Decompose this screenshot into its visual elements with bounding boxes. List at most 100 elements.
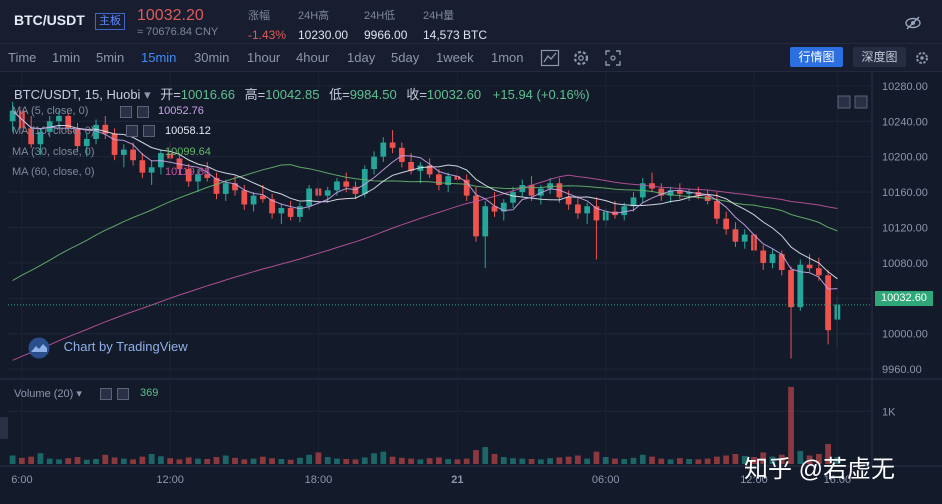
candle-body [250, 195, 257, 205]
volume-bar [315, 452, 322, 464]
candle-body [593, 206, 600, 221]
high-value: 10042.85 [265, 87, 320, 102]
volume-bar [445, 458, 452, 464]
candle-body [714, 200, 720, 219]
ma10-label[interactable]: MA (10, close, 0) [12, 125, 95, 137]
tf-1mon[interactable]: 1mon [491, 50, 524, 65]
volume-bar [676, 458, 683, 464]
settings-icon[interactable] [571, 48, 591, 68]
volume-bar [389, 456, 396, 464]
candle-body [259, 195, 266, 200]
volume-bar [148, 453, 155, 464]
candle-body [398, 147, 405, 162]
volume-bar [528, 458, 535, 464]
eye-off-icon[interactable] [904, 14, 922, 32]
ma5-close-icon[interactable] [137, 106, 149, 118]
candle-body [352, 186, 359, 194]
stat-low-value: 9966.00 [364, 28, 408, 42]
price-chart[interactable]: 10280.00 10240.00 10200.00 10160.00 10120.00… [0, 72, 942, 504]
tradingview-logo[interactable]: Chart by TradingView [26, 337, 188, 359]
tf-30min[interactable]: 30min [194, 50, 230, 65]
volume-bar [547, 458, 553, 464]
volume-bar [788, 386, 794, 464]
ma30-label[interactable]: MA (30, close, 0) [12, 146, 95, 158]
x-tick-label: 06:00 [592, 474, 620, 486]
tf-4hour[interactable]: 4hour [296, 50, 330, 65]
volume-bar [83, 459, 90, 464]
volume-bar [769, 456, 776, 464]
tf-1day[interactable]: 1day [347, 50, 376, 65]
close-label: 收= [406, 87, 427, 102]
current-price: 10032.20 [137, 7, 204, 24]
ma5-line [12, 110, 838, 290]
volume-bar [593, 451, 600, 464]
ma10-close-icon[interactable] [143, 125, 155, 137]
candle-body [185, 169, 192, 182]
volume-bar [565, 456, 572, 464]
volume-bar [371, 453, 377, 464]
high-label: 高= [244, 87, 266, 102]
candle-body [269, 199, 275, 214]
stat-volume-value: 14,573 BTC [423, 28, 488, 42]
symbol-title[interactable]: BTC/USDT, 15, Huobi [14, 87, 141, 102]
volume-value: 369 [140, 387, 159, 399]
tf-5min[interactable]: 5min [96, 50, 125, 65]
ma60-label[interactable]: MA (60, close, 0) [12, 166, 95, 178]
volume-bar [167, 458, 174, 464]
candle-body [510, 192, 516, 203]
volume-bar [324, 457, 331, 464]
volume-label: Volume (20) [14, 388, 74, 400]
ma30-value: 10099.64 [165, 146, 211, 158]
volume-bar [575, 455, 581, 464]
volume-bar [46, 458, 53, 464]
volume-bar [37, 453, 44, 464]
volume-bar [398, 457, 405, 464]
tf-time[interactable]: Time [8, 50, 37, 65]
volume-legend[interactable]: Volume (20) ▾ [14, 388, 82, 400]
candle-body [658, 188, 665, 196]
tf-1min[interactable]: 1min [52, 50, 81, 65]
tf-1hour[interactable]: 1hour [247, 50, 281, 65]
x-tick-label: 18:00 [305, 474, 333, 486]
candle-body [389, 142, 396, 148]
stat-change-value: -1.43% [248, 28, 287, 42]
volume-settings-icon[interactable] [100, 388, 112, 400]
candle-body [769, 254, 776, 263]
depth-view-button[interactable]: 深度图 [853, 47, 906, 67]
gear-icon[interactable] [914, 50, 930, 66]
candle-body [741, 234, 748, 242]
tf-1week[interactable]: 1week [436, 50, 474, 65]
x-tick-label: 16:00 [824, 474, 852, 486]
volume-bar [723, 455, 730, 464]
ma10-settings-icon[interactable] [126, 125, 138, 137]
candle-body [473, 195, 479, 237]
ma5-label[interactable]: MA (5, close, 0) [12, 105, 89, 117]
ma5-settings-icon[interactable] [120, 106, 132, 118]
stat-high-label: 24H高 [298, 10, 330, 22]
candle-body [222, 183, 229, 194]
collapse-panel-icon [0, 417, 8, 439]
x-tick-label: 12:00 [740, 474, 768, 486]
candle-body [148, 167, 155, 173]
tf-5day[interactable]: 5day [391, 50, 420, 65]
candle-body [806, 264, 813, 269]
volume-bar [278, 458, 285, 464]
volume-bar [630, 457, 637, 464]
stat-change: 涨幅 -1.43% [248, 7, 286, 42]
ma60-value: 10119.88 [165, 166, 211, 178]
volume-bar [658, 458, 665, 464]
stat-high-value: 10230.00 [298, 28, 349, 42]
volume-bar [686, 458, 692, 464]
indicator-icon[interactable] [540, 48, 560, 68]
chart-view-button[interactable]: 行情图 [790, 47, 843, 67]
open-value: 10016.66 [180, 87, 236, 102]
fullscreen-icon[interactable] [603, 48, 623, 68]
market-header: BTC/USDT 主板 10032.20 ≈ 70676.84 CNY 涨幅 -… [0, 0, 942, 44]
tf-15min[interactable]: 15min [141, 50, 177, 65]
y-tick-label: 10200.00 [882, 152, 928, 164]
stat-volume-label: 24H量 [423, 10, 455, 22]
candle-body [528, 185, 535, 196]
pair-name[interactable]: BTC/USDT [14, 12, 85, 28]
volume-bar [621, 458, 628, 464]
volume-close-icon[interactable] [117, 388, 129, 400]
